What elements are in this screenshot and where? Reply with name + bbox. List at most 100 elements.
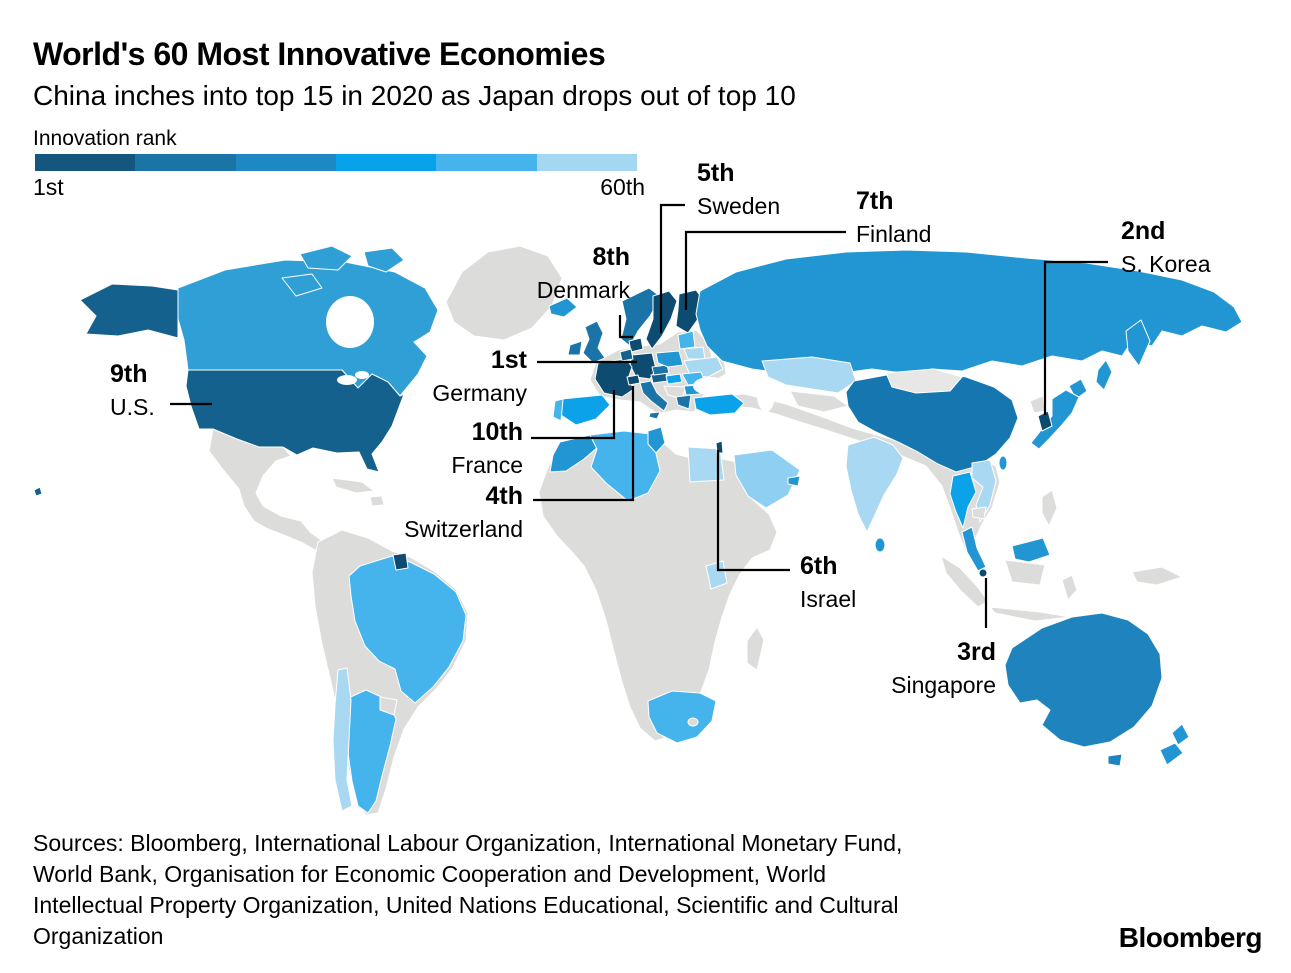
legend-color-ramp xyxy=(35,154,637,171)
leader-sweden xyxy=(659,203,685,333)
leader-switzerland xyxy=(533,386,635,502)
french-guiana xyxy=(392,552,409,571)
country-label: Denmark xyxy=(536,277,630,303)
country-turkey xyxy=(693,393,745,416)
world-choropleth-map xyxy=(33,203,1243,816)
bloomberg-logo: Bloomberg xyxy=(1118,922,1263,953)
country-singapore xyxy=(978,568,988,578)
canada-arctic-island-1 xyxy=(299,245,353,271)
sakhalin xyxy=(1095,359,1113,391)
country-philippines xyxy=(1041,489,1058,527)
leader-skorea xyxy=(1043,260,1108,415)
country-alaska xyxy=(79,283,179,339)
page-subtitle: China inches into top 15 in 2020 as Japa… xyxy=(33,80,796,111)
country-spain xyxy=(560,394,611,426)
rank-label: 9th xyxy=(110,360,148,388)
country-mongolia xyxy=(885,368,963,394)
country-algeria xyxy=(589,430,661,502)
country-label: U.S. xyxy=(110,394,155,420)
baltic-states xyxy=(677,330,696,350)
country-label: S. Korea xyxy=(1121,251,1211,277)
tasmania xyxy=(1107,753,1123,767)
sources-line: World Bank, Organisation for Economic Co… xyxy=(33,861,827,887)
country-belarus xyxy=(683,346,706,360)
canada-arctic-island-2 xyxy=(363,247,405,273)
country-label: France xyxy=(451,452,523,478)
country-new-zealand-north xyxy=(1171,723,1190,746)
sources-line: Organization xyxy=(33,923,164,949)
country-new-zealand-south xyxy=(1159,742,1184,766)
madagascar xyxy=(746,626,765,671)
country-czech xyxy=(651,364,670,376)
country-norway xyxy=(620,287,662,347)
country-chile xyxy=(332,667,353,812)
country-brazil xyxy=(348,555,467,704)
country-north-korea xyxy=(1029,395,1046,414)
annotation-skorea: 2nd S. Korea xyxy=(1121,215,1211,281)
country-malaysia-borneo xyxy=(1011,537,1051,563)
rank-label: 2nd xyxy=(1121,217,1166,245)
country-malaysia-peninsula xyxy=(961,526,987,572)
sri-lanka xyxy=(874,537,886,553)
sources-note: Sources: Bloomberg, International Labour… xyxy=(33,828,1103,952)
country-label: Germany xyxy=(432,380,527,406)
country-ireland xyxy=(567,340,583,356)
country-indonesia-sumatra xyxy=(940,555,989,608)
annotation-switzerland: 4th Switzerland xyxy=(404,480,523,546)
country-australia xyxy=(1004,612,1163,748)
country-label: Sweden xyxy=(697,193,781,219)
legend-swatch-1 xyxy=(35,154,136,171)
annotation-sweden: 5th Sweden xyxy=(697,157,780,223)
country-south-africa xyxy=(647,690,717,744)
country-hungary xyxy=(665,373,683,385)
leader-denmark xyxy=(618,315,633,339)
country-thailand xyxy=(949,471,977,529)
country-hispaniola xyxy=(369,495,385,507)
legend-min-label: 1st xyxy=(33,174,64,200)
leader-france xyxy=(531,390,616,440)
sources-line: Sources: Bloomberg, International Labour… xyxy=(33,830,903,856)
rank-label: 8th xyxy=(592,243,631,271)
caspian-sea xyxy=(757,378,775,412)
country-indonesia-sulawesi xyxy=(1061,574,1078,601)
country-tunisia xyxy=(647,426,666,454)
legend-swatch-3 xyxy=(235,154,336,171)
lesotho xyxy=(687,717,699,727)
rank-label: 1st xyxy=(490,346,527,374)
country-portugal xyxy=(552,398,564,422)
country-egypt xyxy=(687,446,725,483)
country-label: Singapore xyxy=(891,672,996,698)
country-label: Switzerland xyxy=(404,516,523,542)
annotation-us: 9th U.S. xyxy=(110,358,155,424)
annotation-singapore: 3rd Singapore xyxy=(891,636,996,702)
hawaii xyxy=(33,486,43,497)
country-greenland xyxy=(445,245,563,341)
legend-scale: 1st 60th xyxy=(33,174,645,201)
central-asia-base xyxy=(789,390,849,413)
hudson-bay xyxy=(326,296,374,348)
country-indonesia-borneo xyxy=(1004,559,1046,586)
country-netherlands xyxy=(619,348,634,362)
country-poland xyxy=(655,350,684,368)
country-italy xyxy=(639,380,669,412)
sources-line: Intellectual Property Organization, Unit… xyxy=(33,892,899,918)
country-mexico-central-america xyxy=(208,428,332,554)
country-india xyxy=(845,436,904,533)
rank-label: 4th xyxy=(485,482,524,510)
country-cuba xyxy=(331,477,375,494)
country-label: Israel xyxy=(800,586,857,612)
leader-israel xyxy=(716,450,790,572)
legend-max-label: 60th xyxy=(600,174,645,200)
leader-finland xyxy=(684,230,846,310)
legend-title: Innovation rank xyxy=(33,127,177,150)
country-iceland xyxy=(548,297,578,318)
rank-label: 7th xyxy=(856,187,894,215)
annotation-israel: 6th Israel xyxy=(800,550,856,616)
country-usa xyxy=(185,369,405,473)
rank-label: 5th xyxy=(697,159,735,187)
country-uk xyxy=(582,320,606,364)
great-lakes xyxy=(337,375,357,385)
country-cambodia xyxy=(971,506,987,520)
country-label: Finland xyxy=(856,221,932,247)
country-finland xyxy=(675,289,705,334)
